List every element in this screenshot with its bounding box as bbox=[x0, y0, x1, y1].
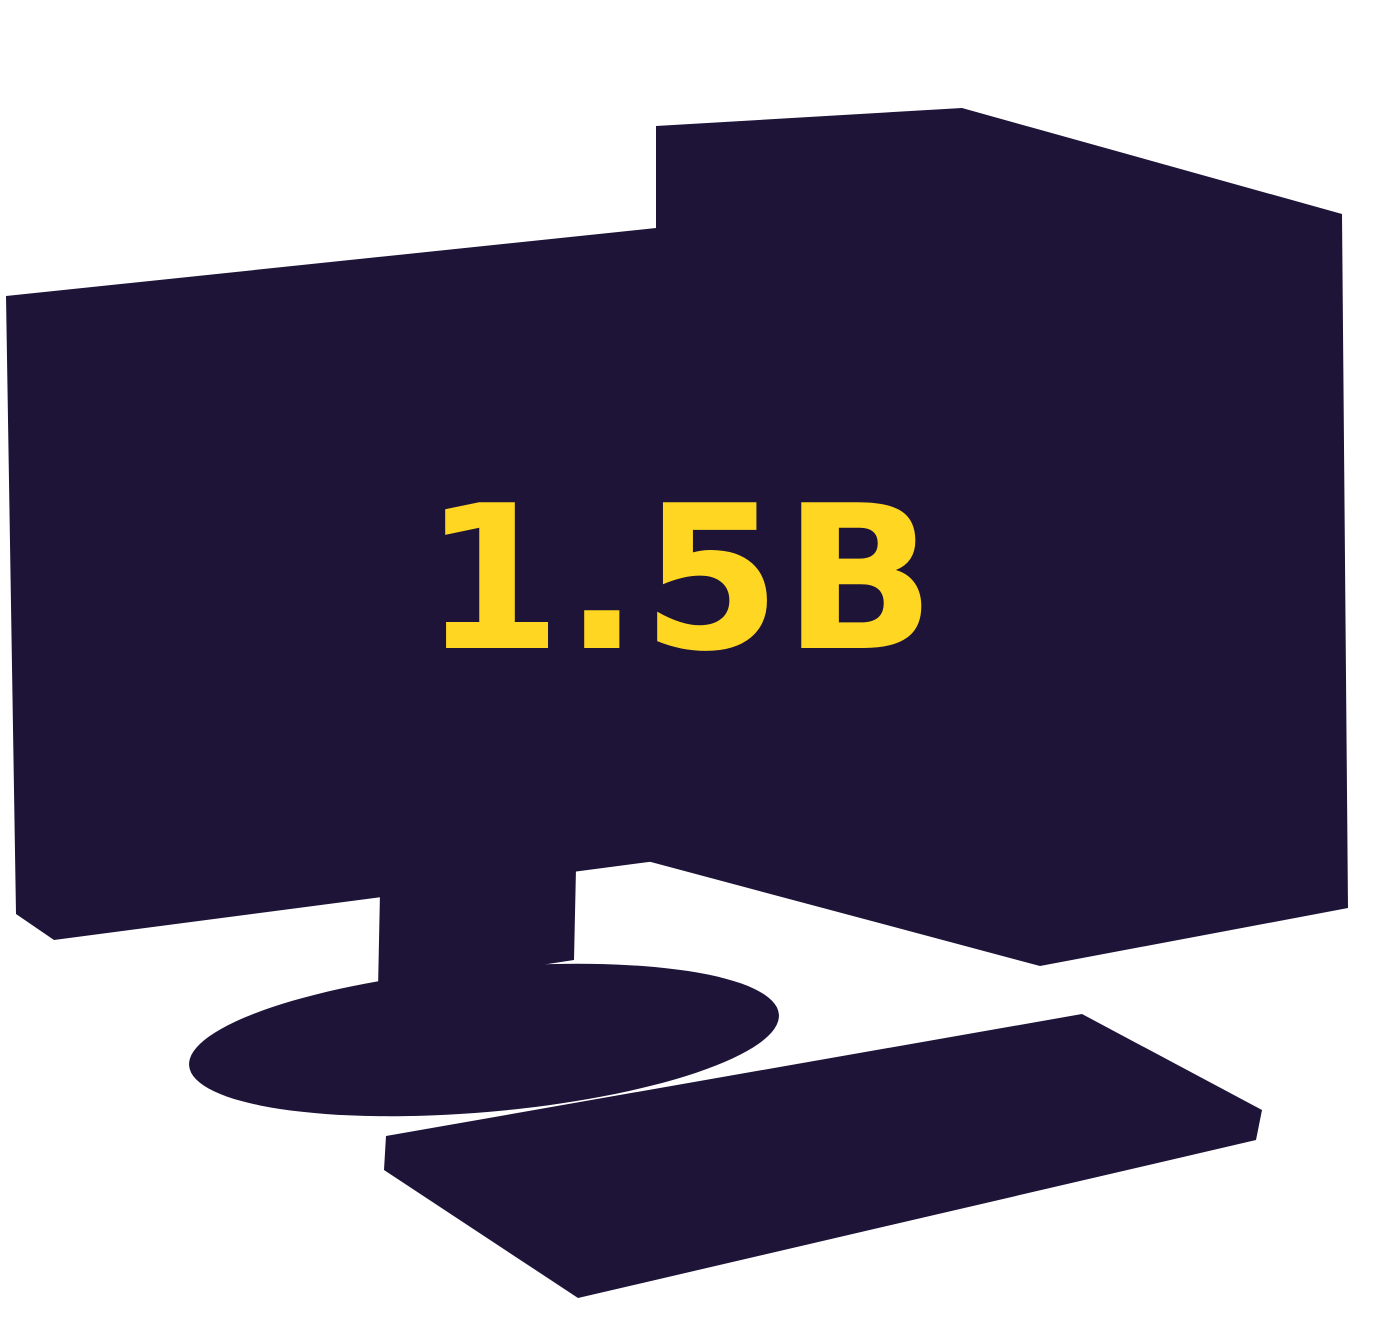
monitor-icon bbox=[6, 228, 664, 940]
tower-case-icon bbox=[576, 108, 1348, 966]
monitor-neck-icon bbox=[378, 868, 576, 990]
monitor-stand-icon bbox=[189, 963, 779, 1117]
stat-value: 1.5B bbox=[422, 463, 938, 696]
keyboard-icon bbox=[384, 1014, 1262, 1298]
